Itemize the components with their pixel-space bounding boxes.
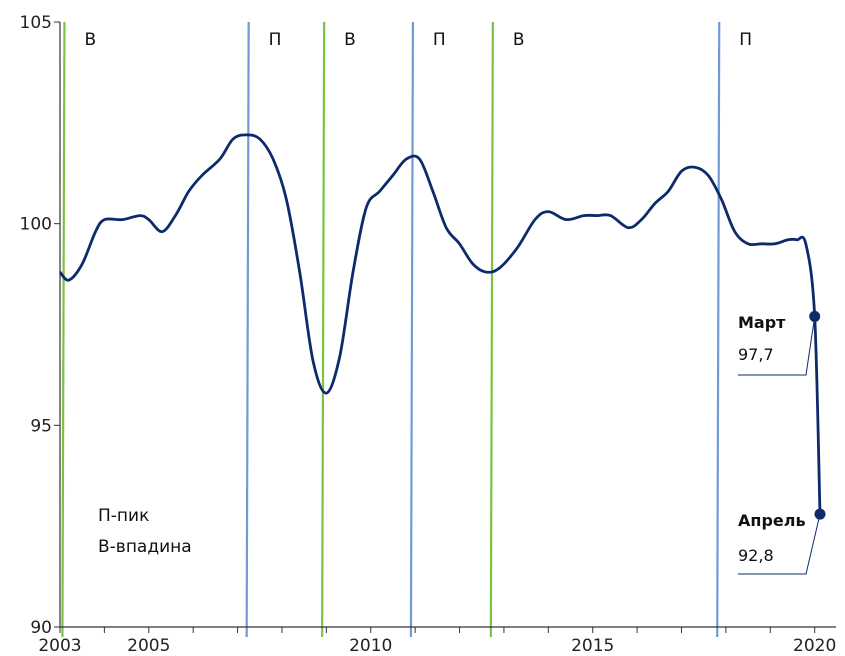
peak-marker-line <box>245 21 250 638</box>
x-tick-label: 2005 <box>127 636 170 656</box>
annotations: Март 97,7 Апрель 92,8 <box>738 310 826 575</box>
annotation-leader <box>738 316 816 376</box>
trough-marker-label: В <box>84 30 96 50</box>
peak-marker-line <box>409 21 415 638</box>
series-layer <box>58 133 822 515</box>
cycle-marker-lines <box>61 21 721 638</box>
y-tick-label: 90 <box>30 618 52 638</box>
x-tick-label: 2010 <box>349 636 392 656</box>
axes: 90 95 100 105 2003 2005 2010 2015 2020 <box>20 13 837 656</box>
x-tick-label: 2015 <box>571 636 614 656</box>
annotation-point <box>809 310 821 322</box>
x-tick-label: 2003 <box>38 636 81 656</box>
peak-marker-label: П <box>739 30 752 50</box>
legend-line-trough: В-впадина <box>98 537 192 557</box>
series-line <box>58 133 822 515</box>
legend-line-peak: П-пик <box>98 506 149 526</box>
annotation-march-value: 97,7 <box>738 345 774 364</box>
annotation-april-value: 92,8 <box>738 546 774 565</box>
trough-marker-line <box>321 21 326 638</box>
y-tick-label: 105 <box>20 13 52 33</box>
x-tick-label: 2020 <box>793 636 836 656</box>
annotation-april-title: Апрель <box>738 511 806 530</box>
annotation-march-title: Март <box>738 313 786 332</box>
y-tick-label: 95 <box>30 416 52 436</box>
peak-marker-label: П <box>433 30 446 50</box>
trough-marker-line <box>61 21 66 638</box>
annotation-point <box>814 508 826 520</box>
legend: П-пик В-впадина <box>98 506 192 557</box>
trough-marker-label: В <box>513 30 525 50</box>
trough-marker-line <box>489 21 494 638</box>
trough-marker-label: В <box>344 30 356 50</box>
annotation-leader <box>738 513 821 575</box>
peak-marker-label: П <box>269 30 282 50</box>
peak-marker-line <box>716 21 721 638</box>
y-tick-label: 100 <box>20 215 52 235</box>
